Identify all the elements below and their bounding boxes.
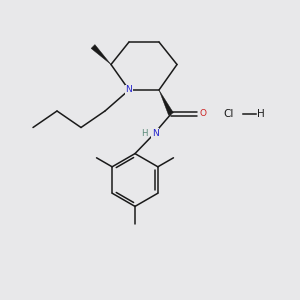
Text: O: O: [200, 110, 207, 118]
Text: H: H: [257, 109, 265, 119]
Polygon shape: [159, 90, 173, 115]
Text: N: N: [126, 85, 132, 94]
Text: N: N: [152, 129, 159, 138]
Text: H: H: [141, 129, 147, 138]
Text: Cl: Cl: [224, 109, 234, 119]
Polygon shape: [91, 45, 111, 64]
